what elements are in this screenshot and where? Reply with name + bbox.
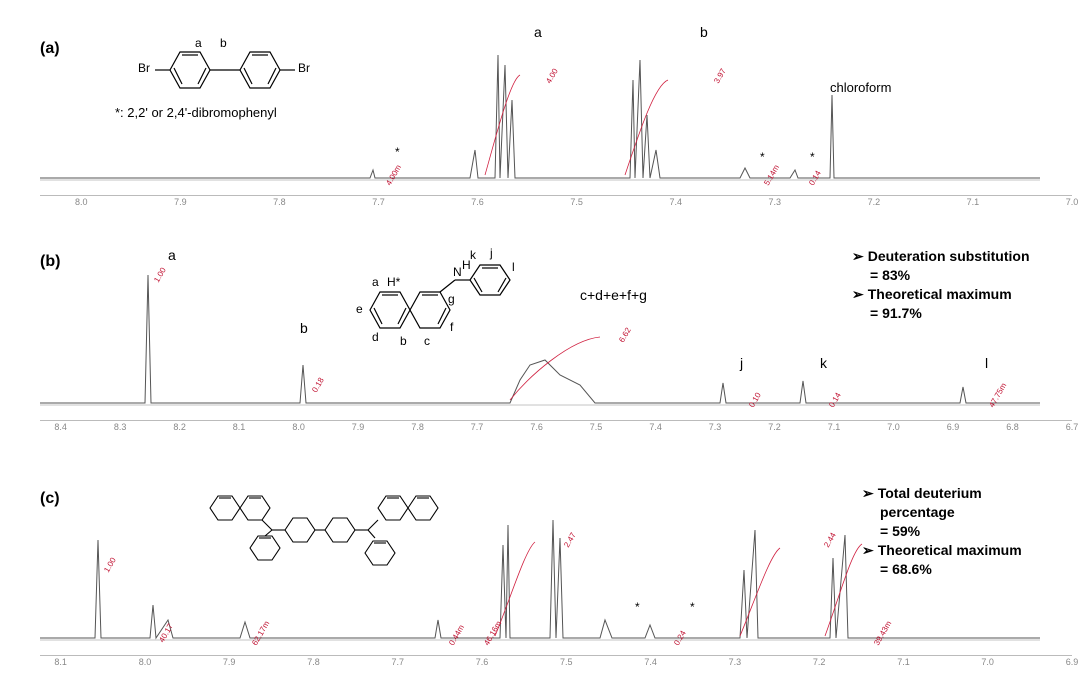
- tick-c-9: 7.2: [813, 657, 826, 667]
- peak-b-j: j: [740, 355, 743, 371]
- panel-a: (a) Br Br a: [40, 10, 1072, 220]
- panel-c-axis: 8.1 8.0 7.9 7.8 7.7 7.6 7.5 7.4 7.3 7.2 …: [40, 655, 1072, 671]
- tick-b-14: 7.0: [887, 422, 900, 432]
- tick-c-3: 7.8: [307, 657, 320, 667]
- tick-a-6: 7.4: [669, 197, 682, 207]
- peak-b-l: l: [985, 355, 988, 371]
- peak-b-k: k: [820, 355, 827, 371]
- tick-c-10: 7.1: [897, 657, 910, 667]
- asterisk-a-1: *: [395, 145, 400, 159]
- tick-b-17: 6.7: [1066, 422, 1079, 432]
- side-b-l4: = 91.7%: [870, 305, 922, 321]
- asterisk-c-2: *: [690, 600, 695, 614]
- tick-a-5: 7.5: [570, 197, 583, 207]
- tick-a-8: 7.2: [868, 197, 881, 207]
- peak-a-b: b: [700, 24, 708, 40]
- asterisk-a-3: *: [810, 150, 815, 164]
- tick-c-6: 7.5: [560, 657, 573, 667]
- side-c-l4: Theoretical maximum: [878, 542, 1022, 558]
- panel-a-axis: 8.0 7.9 7.8 7.7 7.6 7.5 7.4 7.3 7.2 7.1 …: [40, 195, 1072, 211]
- tick-a-10: 7.0: [1066, 197, 1079, 207]
- tick-b-4: 8.0: [292, 422, 305, 432]
- bullet-icon: ➢: [852, 285, 864, 304]
- tick-b-3: 8.1: [233, 422, 246, 432]
- side-c-l5: = 68.6%: [880, 561, 932, 577]
- tick-b-2: 8.2: [173, 422, 186, 432]
- peak-b-a: a: [168, 247, 176, 263]
- tick-c-7: 7.4: [644, 657, 657, 667]
- peak-b-b: b: [300, 320, 308, 336]
- tick-b-12: 7.2: [768, 422, 781, 432]
- tick-a-2: 7.8: [273, 197, 286, 207]
- tick-a-1: 7.9: [174, 197, 187, 207]
- axis-line-icon: [40, 420, 1072, 421]
- bullet-icon: ➢: [862, 484, 874, 503]
- tick-b-6: 7.8: [411, 422, 424, 432]
- tick-b-8: 7.6: [530, 422, 543, 432]
- panel-b-axis: 8.4 8.3 8.2 8.1 8.0 7.9 7.8 7.7 7.6 7.5 …: [40, 420, 1072, 436]
- tick-c-1: 8.0: [139, 657, 152, 667]
- side-b-l1: Deuteration substitution: [868, 248, 1030, 264]
- tick-c-12: 6.9: [1066, 657, 1079, 667]
- panel-c: (c): [40, 470, 1072, 680]
- tick-c-4: 7.7: [392, 657, 405, 667]
- tick-c-0: 8.1: [54, 657, 67, 667]
- side-b-l2: = 83%: [870, 267, 910, 283]
- tick-b-7: 7.7: [471, 422, 484, 432]
- tick-b-5: 7.9: [352, 422, 365, 432]
- tick-b-15: 6.9: [947, 422, 960, 432]
- tick-b-10: 7.4: [649, 422, 662, 432]
- peak-a-a: a: [534, 24, 542, 40]
- tick-a-4: 7.6: [471, 197, 484, 207]
- axis-line-icon: [40, 655, 1072, 656]
- tick-a-0: 8.0: [75, 197, 88, 207]
- tick-c-11: 7.0: [981, 657, 994, 667]
- side-c-l2: percentage: [880, 504, 955, 520]
- panel-a-spectrum: [40, 20, 1040, 200]
- figure-page: (a) Br Br a: [0, 0, 1092, 691]
- panel-b-side-text: ➢Deuteration substitution = 83% ➢Theoret…: [852, 247, 1072, 323]
- side-c-l3: = 59%: [880, 523, 920, 539]
- panel-b: (b): [40, 235, 1072, 455]
- tick-c-5: 7.6: [476, 657, 489, 667]
- tick-b-0: 8.4: [54, 422, 67, 432]
- side-c-l1: Total deuterium: [878, 485, 982, 501]
- peak-a-chloroform: chloroform: [830, 80, 891, 95]
- bullet-icon: ➢: [852, 247, 864, 266]
- asterisk-c-1: *: [635, 600, 640, 614]
- tick-b-16: 6.8: [1006, 422, 1019, 432]
- tick-b-1: 8.3: [114, 422, 127, 432]
- axis-line-icon: [40, 195, 1072, 196]
- tick-a-9: 7.1: [967, 197, 980, 207]
- tick-b-13: 7.1: [828, 422, 841, 432]
- asterisk-a-2: *: [760, 150, 765, 164]
- tick-b-9: 7.5: [590, 422, 603, 432]
- peak-b-cdefg: c+d+e+f+g: [580, 287, 647, 303]
- tick-a-3: 7.7: [372, 197, 385, 207]
- bullet-icon: ➢: [862, 541, 874, 560]
- side-b-l3: Theoretical maximum: [868, 286, 1012, 302]
- panel-c-side-text: ➢Total deuterium percentage = 59% ➢Theor…: [862, 484, 1072, 578]
- tick-c-8: 7.3: [729, 657, 742, 667]
- tick-a-7: 7.3: [769, 197, 782, 207]
- tick-b-11: 7.3: [709, 422, 722, 432]
- tick-c-2: 7.9: [223, 657, 236, 667]
